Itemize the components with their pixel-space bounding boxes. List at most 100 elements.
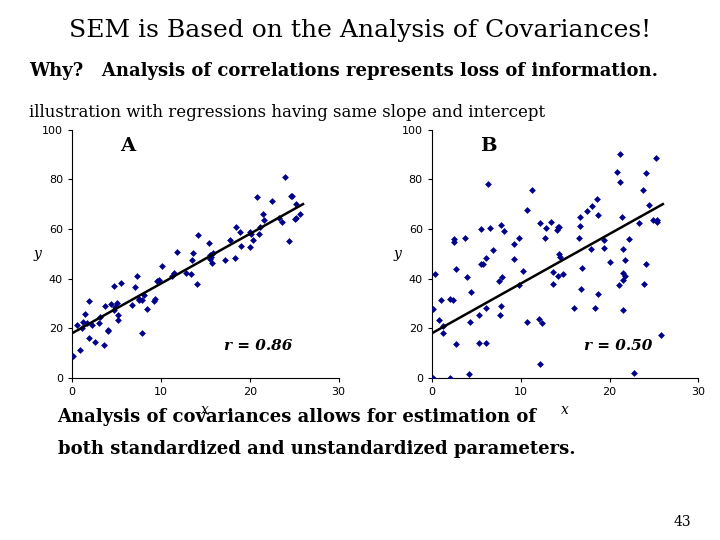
Point (613, 281, 624, 289)
Point (552, 225, 563, 234)
Point (115, 279, 127, 287)
Point (433, 316, 445, 325)
Point (617, 268, 629, 277)
Point (475, 260, 487, 268)
Point (93, 319, 104, 327)
Point (614, 178, 626, 186)
Point (171, 248, 183, 256)
Point (474, 310, 485, 319)
Text: both standardized and unstandardized parameters.: both standardized and unstandardized par… (58, 440, 575, 458)
Point (436, 296, 447, 305)
Point (473, 339, 485, 348)
Point (593, 211, 604, 220)
Point (71, 321, 83, 329)
Point (495, 302, 507, 310)
Point (526, 186, 538, 194)
Point (235, 241, 247, 250)
Point (482, 180, 494, 188)
Point (428, 305, 439, 313)
Point (513, 234, 525, 242)
Point (581, 207, 593, 216)
X-axis label: x: x (202, 403, 210, 416)
Point (207, 248, 219, 257)
Point (112, 315, 124, 324)
Point (616, 212, 628, 221)
Point (628, 369, 639, 377)
Point (279, 173, 291, 182)
Point (508, 254, 520, 263)
Point (534, 315, 545, 323)
Point (459, 234, 471, 242)
Point (253, 230, 264, 238)
Point (575, 222, 586, 231)
Point (106, 299, 117, 308)
Point (181, 268, 192, 277)
Point (230, 253, 241, 262)
Point (575, 285, 587, 293)
Point (99, 302, 110, 310)
Point (592, 195, 603, 204)
Point (586, 202, 598, 211)
Point (480, 339, 491, 347)
Point (204, 251, 216, 260)
Point (294, 210, 306, 219)
Point (617, 306, 629, 314)
Text: Analysis of covariances allows for estimation of: Analysis of covariances allows for estim… (58, 408, 536, 426)
Point (450, 265, 462, 274)
Point (77, 323, 89, 332)
Point (643, 201, 654, 210)
Point (547, 279, 559, 288)
Point (480, 254, 492, 263)
Point (536, 318, 548, 327)
Point (137, 329, 148, 338)
Text: B: B (480, 137, 497, 155)
Point (554, 250, 565, 259)
Y-axis label: y: y (394, 247, 402, 261)
Text: SEM is Based on the Analysis of Covariances!: SEM is Based on the Analysis of Covarian… (69, 19, 651, 42)
Point (451, 339, 462, 348)
Point (81, 319, 93, 328)
Point (437, 329, 449, 338)
Point (534, 219, 545, 227)
Point (634, 219, 645, 227)
Point (552, 272, 563, 280)
Point (99, 341, 110, 349)
Point (598, 244, 610, 252)
Point (480, 304, 492, 313)
Point (137, 295, 148, 304)
Point (513, 280, 525, 289)
Point (448, 295, 459, 304)
Point (276, 218, 288, 226)
Point (589, 303, 600, 312)
Point (463, 370, 474, 379)
Point (205, 252, 217, 261)
Point (244, 243, 256, 252)
Point (545, 217, 557, 226)
Point (437, 321, 449, 330)
Point (255, 222, 266, 231)
Point (521, 206, 533, 214)
Point (557, 270, 568, 279)
Point (68, 352, 79, 360)
Point (494, 276, 505, 285)
Point (192, 230, 204, 239)
Point (248, 235, 259, 244)
X-axis label: x: x (561, 403, 569, 416)
Point (573, 233, 585, 242)
Point (168, 268, 179, 277)
Point (148, 296, 160, 305)
Point (245, 228, 256, 237)
Point (89, 338, 100, 347)
Text: Why?   Analysis of correlations represents loss of information.: Why? Analysis of correlations represents… (29, 62, 658, 80)
Point (258, 216, 270, 225)
Point (251, 193, 263, 201)
Point (138, 291, 150, 300)
Point (141, 305, 153, 313)
Point (615, 150, 626, 158)
Point (186, 256, 198, 265)
Point (187, 249, 199, 258)
Text: r = 0.86: r = 0.86 (224, 339, 292, 353)
Point (617, 276, 629, 285)
Point (131, 272, 143, 280)
Point (598, 236, 610, 245)
